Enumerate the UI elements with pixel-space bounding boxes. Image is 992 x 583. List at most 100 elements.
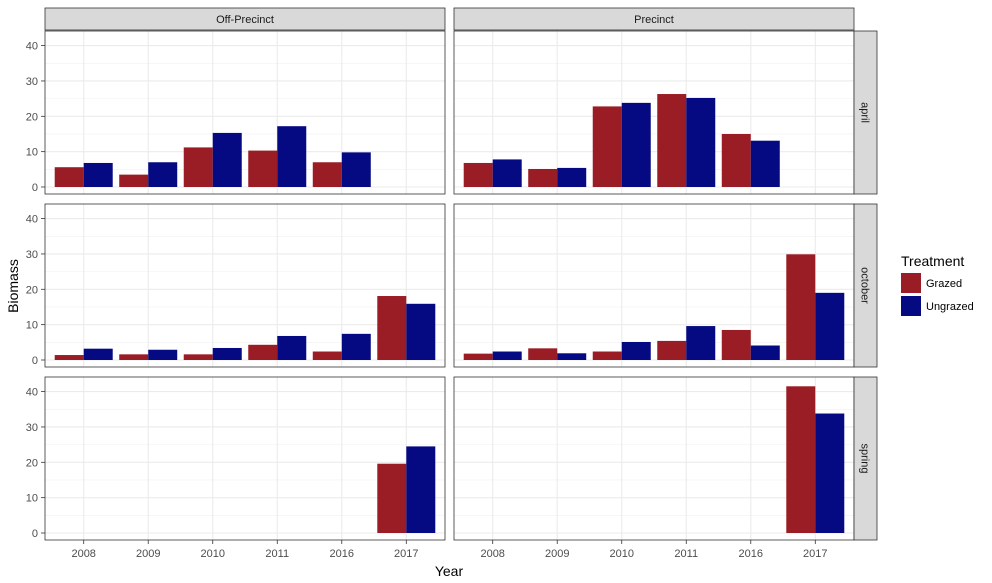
bar-ungrazed-2016: [750, 345, 780, 360]
y-tick-label: 10: [26, 147, 38, 159]
bar-grazed-2009: [119, 174, 149, 187]
bar-grazed-2010: [183, 354, 213, 360]
bar-ungrazed-2009: [557, 353, 587, 360]
axes-layer: 0 10 20 30 40 0 10 20 30 40 0 10 20 30 40 2008 2009 2010 2…: [26, 41, 828, 560]
y-tick-label: 30: [26, 249, 38, 261]
legend-swatch-grazed: [901, 273, 921, 293]
bar-grazed-2011: [657, 340, 687, 360]
row-strip-october: [853, 203, 878, 368]
bar-ungrazed-2016: [341, 152, 371, 187]
bar-ungrazed-2008: [492, 351, 522, 360]
y-tick-label: 0: [32, 528, 38, 540]
bar-ungrazed-2009: [557, 167, 587, 187]
bar-grazed-2011: [248, 150, 278, 187]
bar-ungrazed-2009: [148, 349, 178, 360]
panel-precinct-october: [453, 203, 855, 368]
bar-ungrazed-2016: [750, 140, 780, 187]
legend-label-ungrazed: Ungrazed: [926, 301, 974, 313]
y-tick-label: 10: [26, 493, 38, 505]
bar-ungrazed-2010: [621, 102, 651, 187]
bar-ungrazed-2011: [277, 126, 307, 187]
x-tick-label: 2009: [136, 548, 160, 560]
y-axis-title: Biomass: [5, 259, 21, 313]
panels-layer: [44, 30, 855, 541]
bar-grazed-2017: [377, 463, 407, 533]
bar-ungrazed-2017: [815, 413, 845, 533]
x-tick-label: 2009: [545, 548, 569, 560]
strips-layer: Off-Precinct Precinct april october spring: [44, 7, 878, 541]
x-tick-label: 2008: [71, 548, 95, 560]
y-tick-label: 40: [26, 387, 38, 399]
bar-ungrazed-2010: [212, 347, 242, 360]
x-tick-label: 2017: [803, 548, 827, 560]
bar-grazed-2017: [377, 296, 407, 360]
bar-grazed-2016: [312, 162, 342, 187]
bar-ungrazed-2011: [686, 97, 716, 187]
x-tick-label: 2016: [739, 548, 763, 560]
bar-ungrazed-2011: [277, 335, 307, 360]
bar-grazed-2008: [463, 353, 493, 360]
x-axis-title: Year: [435, 563, 464, 579]
y-tick-label: 30: [26, 422, 38, 434]
x-tick-label: 2011: [265, 548, 289, 560]
column-strip-precinct: [453, 7, 855, 31]
bar-grazed-2009: [528, 168, 558, 187]
x-tick-label: 2008: [480, 548, 504, 560]
x-tick-label: 2011: [674, 548, 698, 560]
row-strip-spring: [853, 376, 878, 541]
y-tick-label: 30: [26, 76, 38, 88]
bar-grazed-2009: [119, 354, 149, 360]
bar-ungrazed-2008: [83, 162, 113, 187]
bar-ungrazed-2017: [406, 303, 436, 360]
bar-grazed-2008: [54, 167, 84, 187]
x-tick-label: 2016: [330, 548, 354, 560]
y-tick-label: 20: [26, 111, 38, 123]
panel-precinct-spring: [453, 376, 855, 541]
panel-border: [44, 376, 446, 541]
bar-ungrazed-2010: [212, 132, 242, 187]
panel-border: [44, 30, 446, 195]
column-strip-label-off-precinct: Off-Precinct: [216, 14, 274, 26]
y-tick-label: 40: [26, 41, 38, 53]
panel-precinct-april: [453, 30, 855, 195]
y-tick-label: 0: [32, 355, 38, 367]
bar-grazed-2016: [312, 351, 342, 360]
row-strip-april: [853, 30, 878, 195]
bar-grazed-2009: [528, 348, 558, 360]
bar-grazed-2017: [786, 254, 816, 360]
y-tick-label: 40: [26, 214, 38, 226]
bar-grazed-2011: [657, 94, 687, 187]
x-tick-label: 2010: [609, 548, 633, 560]
bar-ungrazed-2010: [621, 341, 651, 360]
panel-off-precinct-april: [44, 30, 446, 195]
row-strip-label-october: october: [859, 267, 871, 304]
x-tick-label: 2017: [394, 548, 418, 560]
bar-grazed-2017: [786, 386, 816, 533]
bar-grazed-2011: [248, 344, 278, 360]
y-tick-label: 20: [26, 457, 38, 469]
y-tick-label: 10: [26, 320, 38, 332]
bar-grazed-2010: [592, 106, 622, 187]
bar-grazed-2016: [721, 133, 751, 187]
y-tick-label: 0: [32, 182, 38, 194]
bar-ungrazed-2008: [83, 348, 113, 360]
x-tick-label: 2010: [200, 548, 224, 560]
y-tick-label: 20: [26, 284, 38, 296]
bar-grazed-2008: [463, 162, 493, 187]
row-strip-label-april: april: [859, 102, 871, 123]
column-strip-label-precinct: Precinct: [634, 14, 674, 26]
legend: Treatment Grazed Ungrazed: [901, 253, 974, 316]
bar-grazed-2010: [592, 351, 622, 360]
bar-ungrazed-2008: [492, 159, 522, 187]
row-strip-label-spring: spring: [859, 444, 871, 474]
bar-grazed-2016: [721, 329, 751, 360]
bar-ungrazed-2017: [815, 292, 845, 360]
panel-border: [44, 203, 446, 368]
bar-grazed-2010: [183, 147, 213, 187]
legend-label-grazed: Grazed: [926, 278, 962, 290]
bar-ungrazed-2017: [406, 446, 436, 533]
panel-off-precinct-october: [44, 203, 446, 368]
legend-swatch-ungrazed: [901, 296, 921, 316]
legend-title: Treatment: [901, 253, 964, 269]
